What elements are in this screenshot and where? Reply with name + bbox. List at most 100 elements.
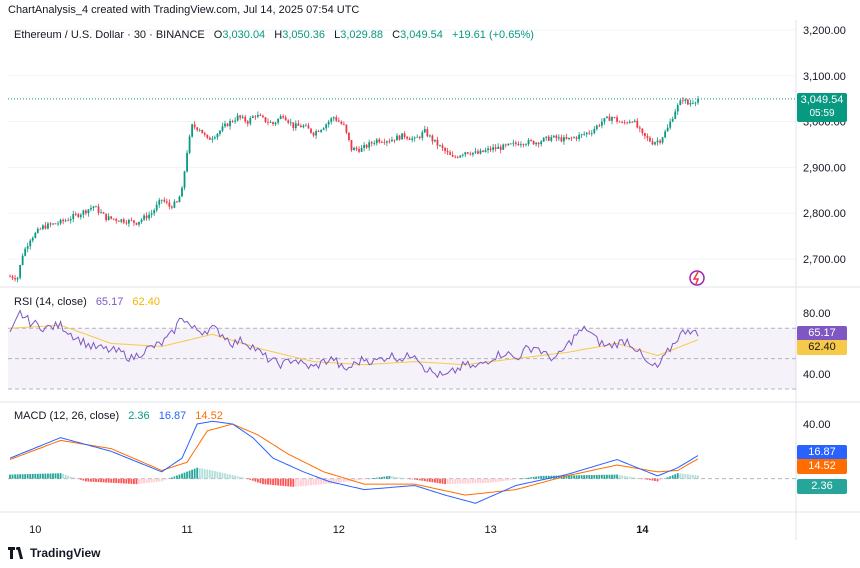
candle-body [239, 115, 242, 118]
candle-body [441, 145, 444, 148]
candle-body [256, 114, 259, 117]
macd-hist-bar [163, 478, 166, 481]
candle-body [62, 219, 65, 222]
candle-body [681, 100, 684, 102]
candle-body [312, 132, 315, 136]
candle-body [641, 128, 644, 134]
macd-hist-bar [641, 478, 644, 480]
macd-hist-bar [105, 478, 108, 483]
macd-hist-bar [471, 478, 474, 484]
macd-tick-label: 40.00 [803, 419, 831, 431]
candle-body [692, 102, 694, 104]
rsi-ma-tag: 62.40 [797, 340, 847, 355]
candle-body [241, 116, 244, 118]
macd-hist-bar [477, 478, 479, 484]
macd-hist-bar [643, 478, 646, 480]
candle-body [226, 123, 229, 127]
candle-body [557, 137, 560, 139]
macd-hist-bar [292, 478, 295, 487]
macd-hist-bar [345, 478, 348, 482]
candle-body [77, 214, 80, 217]
candle-body [643, 133, 646, 137]
candle-body [67, 220, 70, 222]
candle-body [274, 122, 277, 125]
macd-hist-bar [24, 474, 27, 479]
candle-body [489, 148, 492, 150]
macd-hist-bar [583, 475, 586, 479]
price-tag-countdown: 05:59 [809, 108, 835, 119]
candle-body [269, 122, 272, 123]
macd-hist-bar [517, 478, 520, 480]
tradingview-icon [8, 547, 23, 559]
candle-body [606, 116, 608, 119]
price-tick-label: 2,700.00 [803, 254, 846, 266]
macd-hist-bar [158, 478, 161, 482]
candle-body [649, 137, 651, 142]
macd-hist-bar [416, 478, 419, 481]
macd-hist-bar [176, 475, 178, 479]
macd-hist-bar [454, 478, 457, 484]
candle-body [426, 129, 429, 137]
macd-hist-bar [401, 477, 403, 479]
macd-hist-bar [14, 474, 16, 479]
candle-body [320, 129, 323, 132]
macd-hist-bar [62, 474, 65, 479]
candle-body [183, 171, 186, 188]
rsi-ma-line [9, 324, 699, 366]
macd-hist-bar [259, 478, 262, 484]
macd-hist-bar [626, 476, 629, 479]
candle-body [636, 120, 639, 128]
macd-hist-bar [580, 475, 583, 479]
macd-hist-bar [646, 478, 649, 480]
candle-body [348, 132, 350, 141]
candle-body [383, 142, 386, 143]
macd-signal-line [9, 423, 699, 496]
candle-body [646, 136, 649, 138]
macd-hist-bar [436, 478, 439, 484]
macd-hist-bar [138, 478, 140, 484]
macd-hist-bar [165, 478, 168, 480]
candle-body [423, 129, 426, 133]
macd-hist-bar [41, 473, 44, 479]
macd-hist-bar [509, 478, 512, 481]
macd-hist-bar [497, 478, 500, 482]
candle-body [497, 146, 500, 149]
candle-body [74, 214, 77, 215]
macd-hist-bar [155, 478, 158, 482]
candle-body [411, 138, 414, 140]
high-label: H [274, 29, 283, 41]
macd-hist-bar [219, 472, 221, 479]
macd-hist-bar [588, 475, 591, 479]
macd-hist-bar [201, 468, 204, 479]
candle-body [449, 152, 452, 155]
macd-hist-bar [221, 472, 224, 479]
candle-body [244, 116, 247, 122]
candle-body [631, 121, 634, 123]
macd-hist-bar [507, 478, 510, 481]
macd-hist-bar [307, 478, 310, 486]
candle-body [117, 220, 120, 222]
macd-hist-bar [287, 478, 290, 487]
candle-body [221, 126, 224, 131]
macd-hist-bar [504, 478, 507, 481]
candle-body [335, 117, 338, 121]
candle-body [590, 132, 593, 134]
candle-body [560, 137, 563, 142]
candle-body [373, 143, 376, 145]
macd-hist-bar [54, 473, 57, 479]
macd-hist-bar [568, 475, 570, 479]
candle-body [251, 116, 254, 118]
macd-hist-bar [666, 477, 669, 479]
macd-hist-bar [282, 478, 285, 486]
macd-hist-bar [365, 478, 368, 480]
macd-hist-bar [459, 478, 462, 484]
candle-body [305, 125, 307, 127]
macd-hist-bar [464, 478, 467, 484]
macd-hist-bar [631, 477, 634, 479]
candle-body [487, 148, 489, 151]
candle-body [231, 120, 234, 122]
candle-body [694, 102, 697, 104]
candle-body [621, 122, 624, 124]
tradingview-logo[interactable]: TradingView [8, 546, 100, 560]
